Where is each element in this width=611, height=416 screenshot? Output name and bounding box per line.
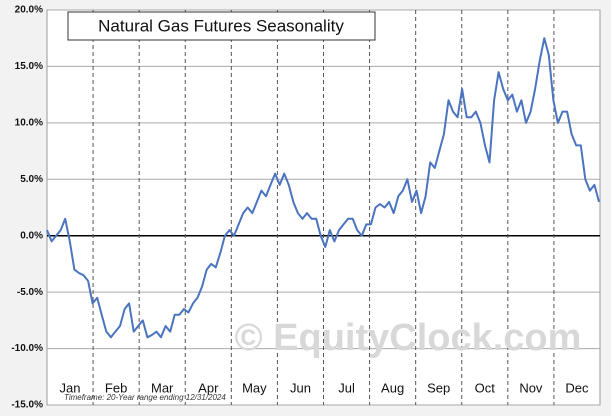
watermark: © EquityClock.com <box>235 317 582 359</box>
x-tick-label: Dec <box>565 380 589 395</box>
x-tick-label: Feb <box>105 380 127 395</box>
x-tick-label: Aug <box>381 380 404 395</box>
y-tick-label: 20.0% <box>15 5 43 16</box>
x-tick-label: Oct <box>475 380 496 395</box>
x-tick-label: Sep <box>427 380 450 395</box>
grid <box>47 9 600 406</box>
y-tick-label: -5.0% <box>17 287 43 298</box>
y-tick-label: 10.0% <box>15 117 43 128</box>
x-tick-label: Jan <box>60 380 81 395</box>
y-tick-label: 0.0% <box>20 230 43 241</box>
x-tick-label: Mar <box>151 380 174 395</box>
chart-title: Natural Gas Futures Seasonality <box>98 16 344 35</box>
y-tick-label: 5.0% <box>20 174 43 185</box>
title-box <box>67 11 376 41</box>
y-tick-label: 15.0% <box>15 61 43 72</box>
x-tick-label: Apr <box>198 380 219 395</box>
x-tick-label: Jul <box>338 380 355 395</box>
line <box>46 37 600 339</box>
y-tick-label: -10.0% <box>11 343 43 354</box>
marks <box>46 37 600 339</box>
x-tick-label: Nov <box>519 380 543 395</box>
x-tick-label: Jun <box>290 380 311 395</box>
x-tick-label: May <box>242 380 267 395</box>
y-tick-label: -15.0% <box>11 400 43 411</box>
footnote: Timeframe: 20-Year range ending 12/31/20… <box>64 393 226 402</box>
